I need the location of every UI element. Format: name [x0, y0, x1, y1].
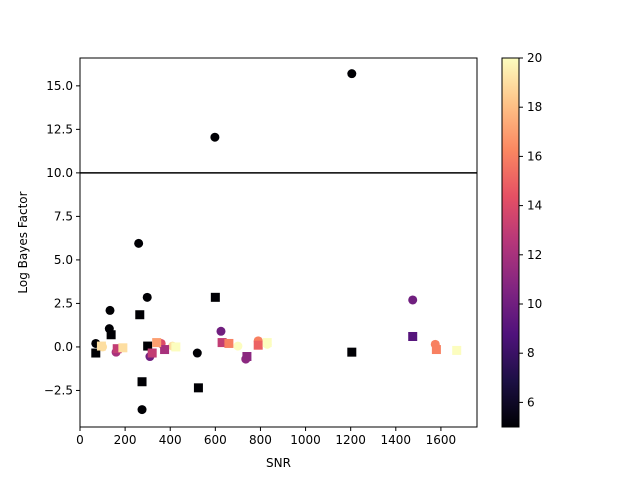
circle-point: [134, 238, 144, 248]
y-tick-label: 15.0: [46, 79, 73, 93]
y-axis: −2.5 0.0 2.5 5.0 7.5 10.0 12.5 15.0: [44, 79, 80, 397]
square-point: [224, 338, 234, 348]
colorbar: 6 8 10 12 14 16 18 20: [501, 51, 542, 428]
x-tick-label: 400: [159, 433, 182, 447]
square-point: [91, 348, 101, 358]
circle-point: [142, 292, 152, 302]
colorbar-tick-label: 16: [527, 149, 542, 163]
x-tick-label: 1600: [426, 433, 457, 447]
x-tick-label: 200: [114, 433, 137, 447]
square-point: [242, 352, 252, 362]
square-point: [253, 340, 263, 350]
circle-point: [105, 305, 115, 315]
square-point: [96, 341, 106, 351]
square-point: [431, 345, 441, 355]
y-tick-label: 10.0: [46, 166, 73, 180]
square-point: [118, 343, 128, 353]
y-axis-label: Log Bayes Factor: [16, 191, 30, 293]
y-tick-label: 2.5: [54, 296, 73, 310]
colorbar-tick-label: 18: [527, 100, 542, 114]
plot-area: [79, 57, 478, 428]
square-point: [452, 345, 462, 355]
square-point: [137, 377, 147, 387]
square-point: [135, 310, 145, 320]
square-point: [112, 344, 122, 354]
x-tick-label: 0: [76, 433, 84, 447]
square-point: [217, 338, 227, 348]
y-tick-label: 7.5: [54, 209, 73, 223]
colorbar-tick-label: 6: [527, 395, 535, 409]
colorbar-gradient: [502, 58, 519, 427]
x-tick-label: 1000: [290, 433, 321, 447]
y-tick-label: −2.5: [44, 383, 73, 397]
x-axis-label: SNR: [266, 456, 291, 470]
square-point: [262, 338, 272, 348]
colorbar-frame: [501, 57, 520, 428]
circle-point: [210, 132, 220, 142]
circle-point: [216, 326, 226, 336]
circle-point: [408, 295, 418, 305]
colorbar-tick-label: 12: [527, 248, 542, 262]
x-tick-label: 800: [249, 433, 272, 447]
colorbar-tick-label: 14: [527, 199, 542, 213]
x-tick-label: 1400: [381, 433, 412, 447]
colorbar-tick-label: 10: [527, 297, 542, 311]
plot-frame: [79, 57, 478, 428]
square-point: [171, 342, 181, 352]
square-point: [147, 348, 157, 358]
square-point: [152, 338, 162, 348]
colorbar-ticks: 6 8 10 12 14 16 18 20: [519, 51, 542, 409]
circle-point: [192, 348, 202, 358]
colorbar-tick-label: 20: [527, 51, 542, 65]
square-point: [210, 292, 220, 302]
circle-point: [347, 69, 357, 79]
square-point: [160, 345, 170, 355]
x-tick-label: 1200: [335, 433, 366, 447]
plot-background: [80, 58, 477, 427]
colorbar-tick-label: 8: [527, 346, 535, 360]
square-point: [143, 341, 153, 351]
circle-point: [233, 341, 243, 351]
y-tick-label: 5.0: [54, 253, 73, 267]
x-tick-label: 600: [204, 433, 227, 447]
y-tick-label: 12.5: [46, 122, 73, 136]
circle-point: [137, 405, 147, 415]
square-point: [408, 331, 418, 341]
square-point: [347, 347, 357, 357]
square-point: [193, 383, 203, 393]
scatter-points: [91, 69, 462, 415]
square-point: [106, 330, 116, 340]
y-tick-label: 0.0: [54, 340, 73, 354]
x-axis: 0 200 400 600 800 1000 1200 1400 1600: [76, 427, 456, 447]
